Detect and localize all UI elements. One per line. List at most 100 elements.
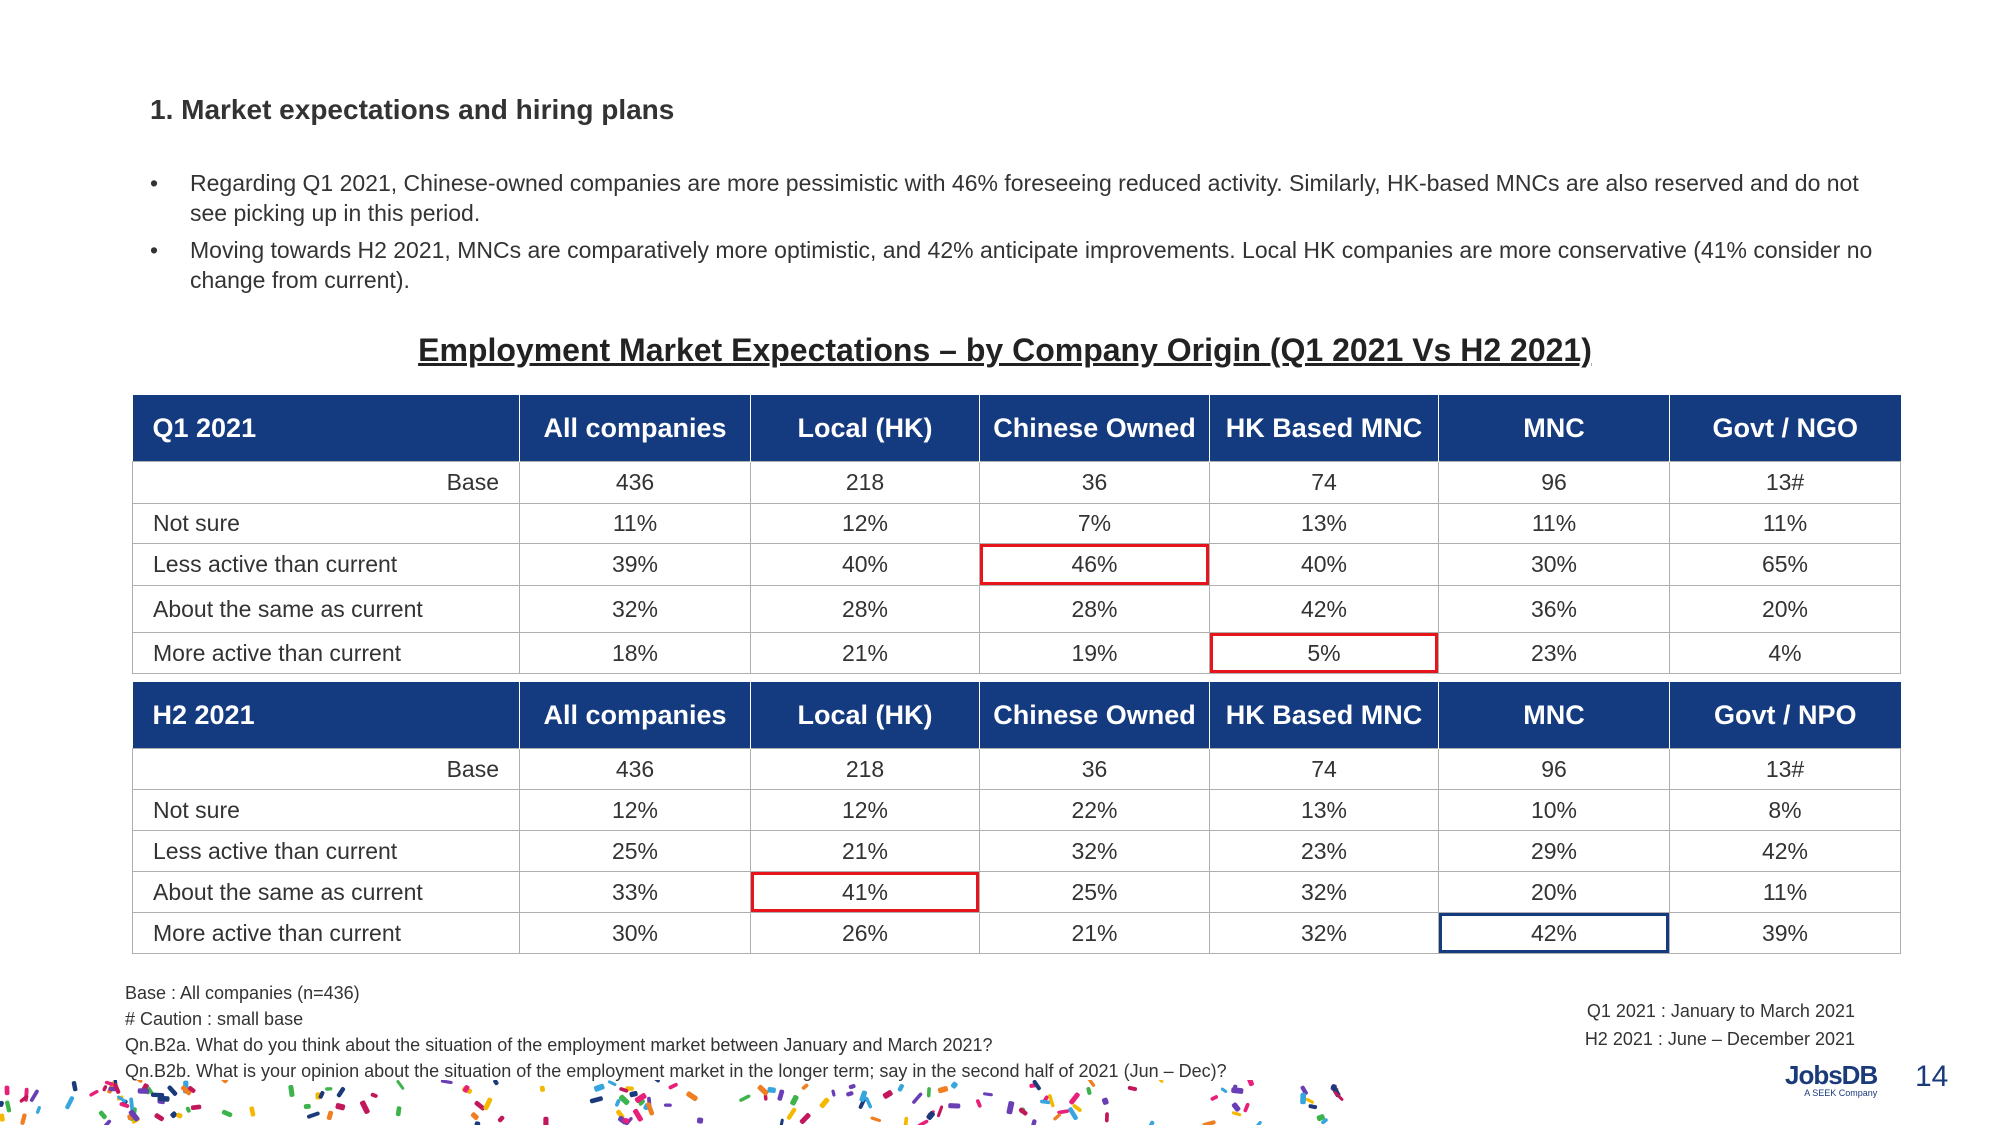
confetti-piece	[663, 1103, 672, 1107]
confetti-piece	[589, 1096, 603, 1104]
confetti-piece	[1029, 1119, 1037, 1125]
table-cell: 39%	[1669, 912, 1901, 954]
confetti-piece	[370, 1092, 378, 1098]
table-cell: 39%	[519, 543, 751, 586]
highlighted-cell: 42%	[1438, 912, 1670, 954]
table-cell: 4%	[1669, 632, 1901, 674]
confetti-piece	[4, 1085, 10, 1096]
confetti-piece	[170, 1111, 178, 1119]
table-cell: 218	[750, 748, 980, 790]
confetti-piece	[777, 1089, 785, 1101]
confetti-piece	[288, 1085, 295, 1097]
row-label: More active than current	[132, 912, 520, 954]
confetti-piece	[1300, 1092, 1307, 1105]
confetti-piece	[848, 1084, 856, 1090]
column-header: Chinese Owned	[979, 395, 1210, 462]
confetti-piece	[870, 1116, 882, 1123]
table-cell: 25%	[979, 871, 1210, 913]
confetti-piece	[117, 1095, 127, 1103]
confetti-piece	[1243, 1102, 1250, 1113]
table-cell: 22%	[979, 789, 1210, 831]
table-cell: 36	[979, 748, 1210, 790]
confetti-piece	[462, 1085, 470, 1093]
confetti-piece	[1018, 1107, 1028, 1116]
confetti-piece	[948, 1103, 961, 1109]
confetti-piece	[0, 1100, 4, 1108]
confetti-piece	[5, 1100, 12, 1113]
table-cell: 21%	[750, 830, 980, 872]
confetti-piece	[1068, 1107, 1078, 1121]
confetti-piece	[950, 1081, 958, 1089]
period-note-q1: Q1 2021 : January to March 2021	[1586, 1001, 1855, 1021]
bullet-text: Regarding Q1 2021, Chinese-owned compani…	[190, 170, 1859, 226]
confetti-piece	[646, 1102, 655, 1116]
confetti-piece	[1333, 1091, 1344, 1101]
confetti-piece	[1048, 1094, 1055, 1108]
confetti-piece	[131, 1080, 143, 1083]
confetti-piece	[102, 1085, 108, 1092]
confetti-piece	[326, 1110, 334, 1121]
confetti-piece	[474, 1100, 486, 1111]
table-row: Not sure 11% 12% 7% 13% 11% 11%	[132, 503, 1901, 544]
table-cell: 12%	[750, 789, 980, 831]
table-cell: 65%	[1669, 543, 1901, 586]
confetti-piece	[739, 1094, 751, 1102]
column-header: HK Based MNC	[1209, 395, 1439, 462]
table-cell: 13%	[1209, 503, 1439, 544]
table-cell: 36%	[1438, 585, 1670, 633]
table-cell: 74	[1209, 461, 1439, 504]
confetti-piece	[1246, 1080, 1254, 1087]
confetti-piece	[20, 1113, 27, 1125]
confetti-piece	[89, 1090, 99, 1097]
table-cell: 12%	[750, 503, 980, 544]
confetti-piece	[303, 1103, 311, 1110]
confetti-piece	[619, 1087, 629, 1093]
table-row: More active than current 30% 26% 21% 32% 42% 3…	[132, 912, 1901, 954]
confetti-piece	[543, 1116, 549, 1125]
confetti-piece	[937, 1105, 944, 1118]
bullet-icon: •	[150, 170, 159, 196]
table-row: Base 436 218 36 74 96 13#	[132, 461, 1901, 504]
period-header: H2 2021	[132, 682, 520, 749]
q1-2021-table: Q1 2021 All companies Local (HK) Chinese Ow…	[132, 395, 1901, 674]
confetti-piece	[335, 1103, 346, 1111]
column-header: Govt / NGO	[1669, 395, 1901, 462]
confetti-piece	[629, 1090, 638, 1098]
confetti-piece	[618, 1094, 630, 1106]
confetti-piece	[607, 1080, 617, 1086]
confetti-piece	[1040, 1099, 1051, 1105]
column-header: MNC	[1438, 682, 1670, 749]
table-cell: 29%	[1438, 830, 1670, 872]
confetti-piece	[29, 1089, 39, 1102]
confetti-piece	[395, 1106, 402, 1117]
confetti-piece	[1153, 1080, 1164, 1083]
confetti-piece	[497, 1115, 505, 1123]
confetti-piece	[926, 1111, 935, 1120]
confetti-piece	[1127, 1085, 1138, 1092]
table-cell: 13%	[1209, 789, 1439, 831]
confetti-piece	[137, 1088, 149, 1094]
footnote-question-b2a: Qn.B2a. What do you think about the situ…	[125, 1035, 993, 1055]
footnote-base: Base : All companies (n=436)	[125, 983, 360, 1003]
bullet-icon: •	[150, 237, 159, 263]
confetti-piece	[799, 1113, 811, 1125]
table-cell: 20%	[1669, 585, 1901, 633]
confetti-piece	[859, 1090, 868, 1102]
column-header: Govt / NPO	[1669, 682, 1901, 749]
confetti-piece	[1006, 1101, 1015, 1115]
table-cell: 20%	[1438, 871, 1670, 913]
table-cell: 18%	[519, 632, 751, 674]
confetti-piece	[882, 1090, 893, 1099]
highlighted-cell: 46%	[979, 543, 1210, 586]
logo-tagline: A SEEK Company	[1804, 1088, 1878, 1098]
confetti-piece	[593, 1083, 605, 1092]
confetti-piece	[638, 1099, 645, 1106]
table-cell: 96	[1438, 461, 1670, 504]
column-header: HK Based MNC	[1209, 682, 1439, 749]
confetti-piece	[1300, 1085, 1308, 1096]
table-cell: 96	[1438, 748, 1670, 790]
confetti-piece	[1220, 1087, 1228, 1093]
table-cell: 32%	[1209, 871, 1439, 913]
table-cell: 13#	[1669, 748, 1901, 790]
column-header: All companies	[519, 682, 751, 749]
